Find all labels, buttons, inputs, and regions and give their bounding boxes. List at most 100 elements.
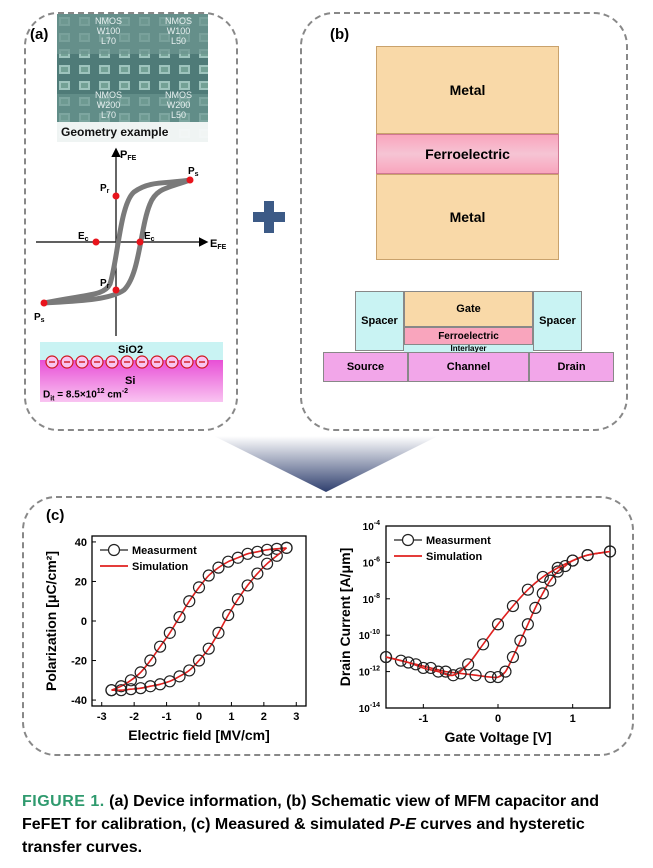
measurement-point: [134, 682, 147, 695]
panel-c-tag: (c): [46, 507, 65, 524]
y-tick-label: -20: [71, 656, 87, 668]
measurement-line: [385, 551, 611, 678]
pe-chart: -3 -2 -1 0 1 2 3 -40 -20 0 20 40 Electric field [MV/…: [43, 535, 307, 743]
measurement-point: [153, 678, 167, 691]
measurement-point: [144, 680, 157, 693]
x-tick-label: 1: [570, 713, 576, 725]
legend-marker-measurement: [107, 543, 121, 557]
measurement-point: [153, 640, 167, 653]
measurement-point: [270, 549, 283, 562]
measurement-point: [544, 574, 557, 587]
y-axis-label: Drain Current [A/μm]: [337, 548, 353, 686]
measurement-point: [241, 579, 254, 592]
oxide-label: SiO2: [118, 344, 144, 356]
pr-label-bottom: Pr: [100, 278, 110, 290]
legend-label-simulation: Simulation: [426, 551, 483, 563]
pe-loop-diagram: PFE EFE Ps Ps Pr Pr Ec Ec: [34, 147, 227, 336]
measurement-point: [144, 654, 157, 667]
y-tick-label: 10-14: [359, 702, 380, 715]
measurement-point: [484, 670, 497, 684]
ps-label-top: Ps: [188, 166, 199, 178]
y-tick-label: 20: [75, 576, 87, 588]
measurement-point: [163, 626, 176, 639]
measurement-point: [231, 593, 245, 606]
x-tick-label: -1: [162, 711, 172, 723]
measurement-point: [251, 545, 264, 558]
figure-caption: FIGURE 1. (a) Device information, (b) Sc…: [22, 790, 642, 859]
measurement-point: [192, 654, 206, 667]
x-axis-label: Electric field [MV/cm]: [128, 727, 270, 743]
x-axis-label: Gate Voltage [V]: [444, 729, 551, 745]
micro-label-4: NMOS W200 L50: [165, 90, 192, 120]
ps-point-top: [186, 176, 194, 184]
measurement-point: [260, 543, 274, 556]
y-tick-label: 10-6: [363, 556, 380, 569]
pfe-label: PFE: [120, 149, 137, 162]
measurement-point: [506, 650, 520, 664]
caption-italic: P-E: [389, 816, 416, 833]
y-tick-label: 0: [81, 616, 87, 628]
measurement-point: [506, 599, 520, 613]
measurement-point: [202, 642, 215, 655]
dit-label: Dit = 8.5×1012 cm-2: [43, 388, 129, 403]
measurement-point: [566, 554, 579, 567]
ps-label-bottom: Ps: [34, 312, 45, 324]
legend-label-simulation: Simulation: [132, 561, 189, 573]
transfer-chart: -1 0 1 10-4 10-6 10-8 10-10 10-12 10-14 Gate Volt…: [337, 520, 617, 745]
measurement-point: [192, 581, 206, 594]
x-tick-label: 0: [196, 711, 202, 723]
measurement-point: [529, 601, 542, 615]
measurement-point: [514, 634, 527, 647]
fefet-gate: Gate: [404, 291, 533, 327]
measurement-point: [409, 658, 422, 671]
measurement-point: [417, 661, 430, 675]
down-arrow-icon: [214, 436, 438, 492]
x-tick-label: -1: [418, 713, 428, 725]
panel-b-tag: (b): [330, 26, 350, 43]
measurement-point: [476, 638, 490, 651]
interface-charges: [45, 355, 209, 369]
mfm-top-metal: Metal: [376, 46, 559, 134]
caption-text-2: curves and hysteretic transfer curves.: [22, 816, 585, 856]
caption-text-1: (a) Device information, (b) Schematic vi…: [22, 793, 600, 833]
x-tick-label: 1: [228, 711, 234, 723]
plus-icon: [253, 201, 285, 233]
pr-point-bottom: [112, 286, 120, 294]
fefet-ferroelectric: Ferroelectric: [404, 327, 533, 345]
measurement-point: [536, 587, 549, 600]
fefet-source: Source: [323, 352, 408, 382]
y-tick-label: 10-4: [363, 520, 380, 533]
panel-a: [24, 12, 238, 431]
measurement-point: [536, 570, 549, 584]
efe-label: EFE: [210, 238, 227, 251]
mfm-ferroelectric: Ferroelectric: [376, 134, 559, 174]
fefet-channel: Channel: [408, 352, 529, 382]
micrograph-pattern: [57, 14, 208, 142]
measurement-point: [212, 626, 225, 639]
measurement-point: [447, 669, 460, 682]
measurement-point: [462, 658, 475, 671]
simulation-line: [385, 550, 611, 677]
figure-label: FIGURE 1.: [22, 793, 105, 810]
measurement-point: [521, 583, 534, 596]
simulation-line: [385, 550, 611, 679]
substrate-label: Si: [125, 375, 136, 387]
measurement-point: [134, 666, 147, 679]
micro-label-3: NMOS W200 L70: [95, 90, 122, 120]
measurement-point: [499, 665, 512, 678]
measurement-point: [202, 569, 215, 582]
micro-caption: Geometry example: [61, 125, 169, 139]
measurement-point: [260, 557, 274, 570]
pr-label-top: Pr: [100, 183, 110, 195]
measurement-point: [402, 656, 415, 669]
measurement-point: [173, 610, 186, 624]
y-tick-label: 10-12: [359, 666, 380, 679]
measurement-point: [124, 674, 138, 687]
panel-a-tag: (a): [30, 26, 49, 43]
legend-label-measurement: Measurment: [426, 535, 491, 547]
measurement-point: [115, 684, 128, 697]
micro-label-1: NMOS W100 L70: [95, 16, 122, 46]
measurement-point: [491, 618, 505, 631]
ec-label-right: Ec: [144, 231, 155, 243]
ec-label-left: Ec: [78, 231, 89, 243]
